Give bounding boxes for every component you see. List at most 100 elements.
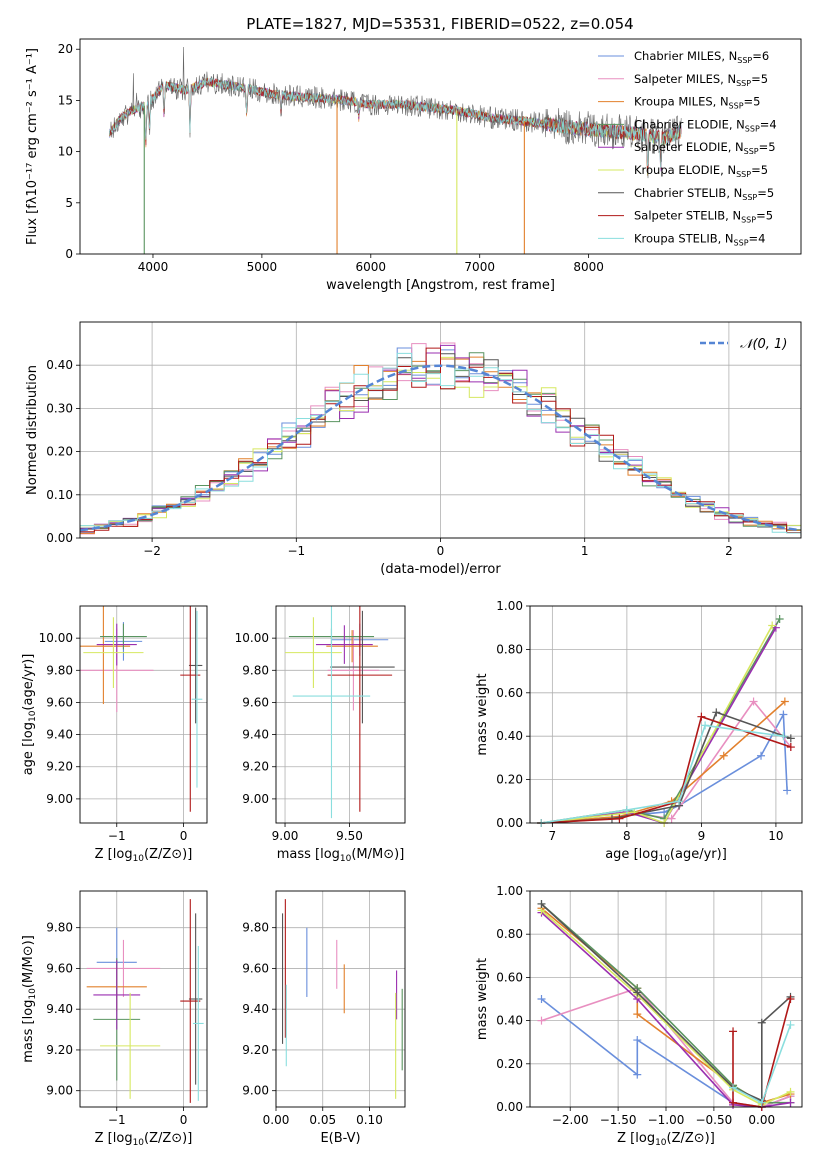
y-tick-label: 9.00 — [242, 792, 269, 806]
weight-point-marker — [729, 1083, 738, 1092]
weight-point-marker — [712, 708, 721, 717]
y-tick-label: 0.20 — [46, 445, 73, 459]
y-tick-label: 9.40 — [46, 728, 73, 742]
x-tick-label: 0.05 — [309, 1113, 336, 1127]
weight-point-marker — [675, 797, 684, 806]
y-tick-label: 9.40 — [46, 1002, 73, 1016]
x-tick-label: 10 — [768, 829, 783, 843]
y-tick-label: 9.20 — [46, 1043, 73, 1057]
weight-point-marker — [633, 1010, 642, 1019]
y-axis-label: age [log10(age/yr)] — [21, 654, 38, 776]
weight-point-marker — [783, 786, 792, 795]
weight-series-line — [540, 903, 792, 1102]
x-tick-label: 0 — [180, 829, 188, 843]
y-axis-label: mass [log10(M/M⊙)] — [21, 935, 38, 1063]
weight-point-marker — [780, 697, 789, 706]
axes-histogram: −2 −1 0 1 2 0.00 0.10 0.20 0.30 0.40 (data-model)/… — [25, 321, 802, 577]
weight-point-marker — [757, 1098, 766, 1107]
axes-massweight_vs_Z: −2.00 −1.50 −1.00 −0.50 0.00 0.00 0.20 0.40 0.60… — [475, 884, 803, 1148]
y-tick-label: 10.00 — [39, 631, 73, 645]
legend-label: Kroupa MILES, NSSP=5 — [634, 95, 760, 111]
weight-point-marker — [786, 1087, 795, 1096]
x-tick-label: −2.00 — [552, 1113, 589, 1127]
y-tick-label: 1.00 — [496, 599, 523, 613]
y-tick-label: 9.60 — [242, 695, 269, 709]
weight-point-marker — [701, 721, 710, 730]
y-tick-label: 10 — [58, 145, 73, 159]
weight-point-marker — [779, 732, 788, 741]
errorbars-mass_vs_EBV — [281, 899, 403, 1099]
y-tick-label: 9.20 — [242, 1043, 269, 1057]
y-tick-label: 9.00 — [46, 1084, 73, 1098]
y-tick-label: 1.00 — [496, 884, 523, 898]
weight-point-marker — [786, 743, 795, 752]
spectrum-series-line — [109, 77, 682, 168]
histogram-steps — [80, 342, 801, 537]
weight-point-marker — [537, 995, 546, 1003]
x-axis-label: Z [log10(Z/Z⊙)] — [617, 1131, 715, 1148]
weight-point-marker — [749, 697, 758, 706]
axes-frame — [79, 38, 802, 255]
axes-age_vs_Z: −1 0 9.00 9.20 9.40 9.60 9.80 10.00 Z [log10(Z/Z… — [21, 605, 208, 864]
x-axis-label: E(B-V) — [320, 1131, 360, 1146]
x-axis-label: mass [log10(M/M⊙)] — [277, 847, 405, 864]
axes-mass_vs_Z: −1 0 9.00 9.20 9.40 9.60 9.80 Z [log10(Z/Z⊙)] ma… — [21, 890, 208, 1148]
weight-point-marker — [786, 995, 795, 1003]
legend-label: Kroupa STELIB, NSSP=4 — [634, 231, 765, 247]
x-tick-label: −1 — [287, 544, 305, 558]
legend-label: Salpeter ELODIE, NSSP=5 — [634, 140, 776, 156]
y-axis-label: mass weight — [475, 958, 490, 1040]
weight-series-line — [541, 625, 773, 824]
spectrum-lines — [109, 46, 682, 254]
x-tick-label: 8 — [623, 829, 631, 843]
legend-label: Kroupa ELODIE, NSSP=5 — [634, 163, 768, 179]
axes-frame — [529, 890, 803, 1108]
y-tick-label: 0.60 — [496, 970, 523, 984]
x-tick-label: −2 — [143, 544, 161, 558]
axes-mass_vs_EBV: 0.00 0.05 0.10 9.00 9.20 9.40 9.60 9.80 E(B-V) — [242, 890, 406, 1146]
errorbars-age_vs_mass — [285, 606, 395, 819]
y-tick-label: 9.60 — [46, 695, 73, 709]
y-tick-label: 0.40 — [496, 1014, 523, 1028]
lines-massweight_vs_age — [537, 615, 795, 827]
y-tick-label: 9.80 — [46, 921, 73, 935]
x-tick-label: 9.00 — [272, 829, 299, 843]
weight-point-marker — [729, 1098, 738, 1107]
spectrum-legend: Chabrier MILES, NSSP=6 Salpeter MILES, NS… — [598, 49, 777, 247]
lines-massweight_vs_Z — [537, 899, 795, 1111]
weight-point-marker — [719, 751, 728, 760]
y-axis-label: Flux [fλ10⁻¹⁷ erg cm⁻² s⁻¹ A⁻¹] — [25, 48, 40, 245]
y-tick-label: 0.00 — [46, 531, 73, 545]
weight-point-marker — [697, 712, 706, 721]
axes-massweight_vs_age: 7 8 9 10 0.00 0.20 0.40 0.60 0.80 1.00 age [log10(… — [475, 599, 803, 864]
weight-series-line — [732, 998, 792, 1108]
weight-point-marker — [633, 988, 642, 997]
y-tick-label: 0.80 — [496, 642, 523, 656]
axes-frame — [275, 605, 406, 824]
x-tick-label: −1.00 — [648, 1113, 685, 1127]
weight-point-marker — [667, 814, 676, 823]
weight-point-marker — [537, 899, 546, 908]
x-tick-label: 0 — [437, 544, 445, 558]
errorbars-mass_vs_Z — [86, 899, 204, 1103]
y-tick-label: 5 — [65, 196, 73, 210]
x-tick-label: −1 — [108, 1113, 126, 1127]
y-tick-label: 0.30 — [46, 401, 73, 415]
y-tick-label: 9.00 — [46, 792, 73, 806]
weight-series-line — [541, 700, 786, 824]
axes-frame — [79, 321, 802, 539]
x-tick-label: −0.50 — [695, 1113, 732, 1127]
x-tick-label: 0.10 — [356, 1113, 383, 1127]
y-axis-label: Normed distribution — [25, 365, 40, 495]
axes-frame — [79, 890, 208, 1108]
y-tick-label: 0.40 — [46, 358, 73, 372]
weight-point-marker — [622, 805, 631, 814]
x-tick-label: 5000 — [247, 260, 278, 274]
axes-frame — [529, 605, 803, 824]
y-tick-label: 9.40 — [242, 728, 269, 742]
weight-point-marker — [786, 1020, 795, 1029]
weight-point-marker — [768, 621, 777, 630]
weight-point-marker — [757, 1018, 766, 1027]
x-tick-label: 0.00 — [748, 1113, 775, 1127]
